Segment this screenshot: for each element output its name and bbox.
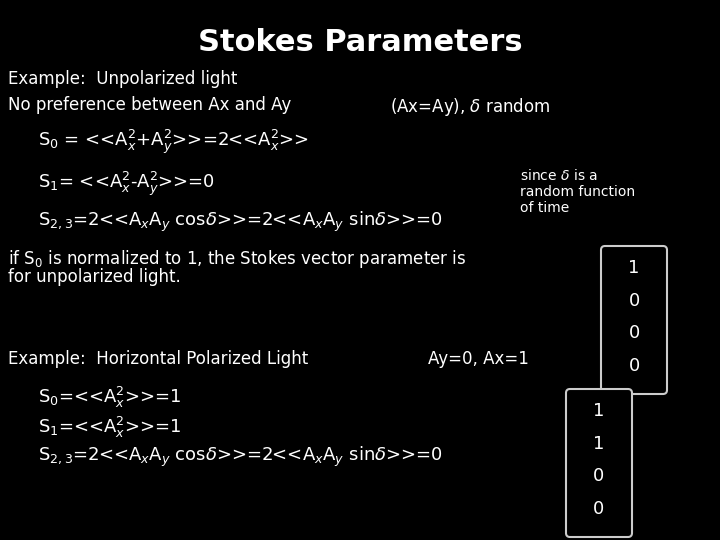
Text: Ay=0, Ax=1: Ay=0, Ax=1 <box>428 350 529 368</box>
FancyBboxPatch shape <box>566 389 632 537</box>
Text: since $\delta$ is a
random function
of time: since $\delta$ is a random function of t… <box>520 168 635 215</box>
Text: 1: 1 <box>593 402 605 420</box>
Text: No preference between Ax and Ay: No preference between Ax and Ay <box>8 96 292 114</box>
Text: 1: 1 <box>593 435 605 453</box>
Text: Stokes Parameters: Stokes Parameters <box>198 28 522 57</box>
Text: S$_{2,3}$=2<<A$_x$A$_y$ cos$\delta$>>=2<<A$_x$A$_y$ sin$\delta$>>=0: S$_{2,3}$=2<<A$_x$A$_y$ cos$\delta$>>=2<… <box>38 445 443 469</box>
Text: S$_{2,3}$=2<<A$_x$A$_y$ cos$\delta$>>=2<<A$_x$A$_y$ sin$\delta$>>=0: S$_{2,3}$=2<<A$_x$A$_y$ cos$\delta$>>=2<… <box>38 210 443 234</box>
Text: if S$_0$ is normalized to 1, the Stokes vector parameter is: if S$_0$ is normalized to 1, the Stokes … <box>8 248 467 270</box>
Text: 0: 0 <box>593 467 605 485</box>
Text: S$_0$=<<A$_x^2$>>=1: S$_0$=<<A$_x^2$>>=1 <box>38 385 181 410</box>
Text: 0: 0 <box>629 292 639 309</box>
Text: Example:  Unpolarized light: Example: Unpolarized light <box>8 70 238 88</box>
Text: 0: 0 <box>629 324 639 342</box>
Text: Example:  Horizontal Polarized Light: Example: Horizontal Polarized Light <box>8 350 308 368</box>
Text: 1: 1 <box>629 259 639 277</box>
Text: 0: 0 <box>593 500 605 518</box>
Text: (Ax=Ay), $\delta$ random: (Ax=Ay), $\delta$ random <box>390 96 551 118</box>
Text: S$_1$=<<A$_x^2$>>=1: S$_1$=<<A$_x^2$>>=1 <box>38 415 181 440</box>
Text: S$_0$ = <<A$_x^2$+A$_y^2$>>=2<<A$_x^2$>>: S$_0$ = <<A$_x^2$+A$_y^2$>>=2<<A$_x^2$>> <box>38 128 309 156</box>
Text: S$_1$= <<A$_x^2$-A$_y^2$>>=0: S$_1$= <<A$_x^2$-A$_y^2$>>=0 <box>38 170 215 198</box>
Text: for unpolarized light.: for unpolarized light. <box>8 268 181 286</box>
FancyBboxPatch shape <box>601 246 667 394</box>
Text: 0: 0 <box>629 357 639 375</box>
